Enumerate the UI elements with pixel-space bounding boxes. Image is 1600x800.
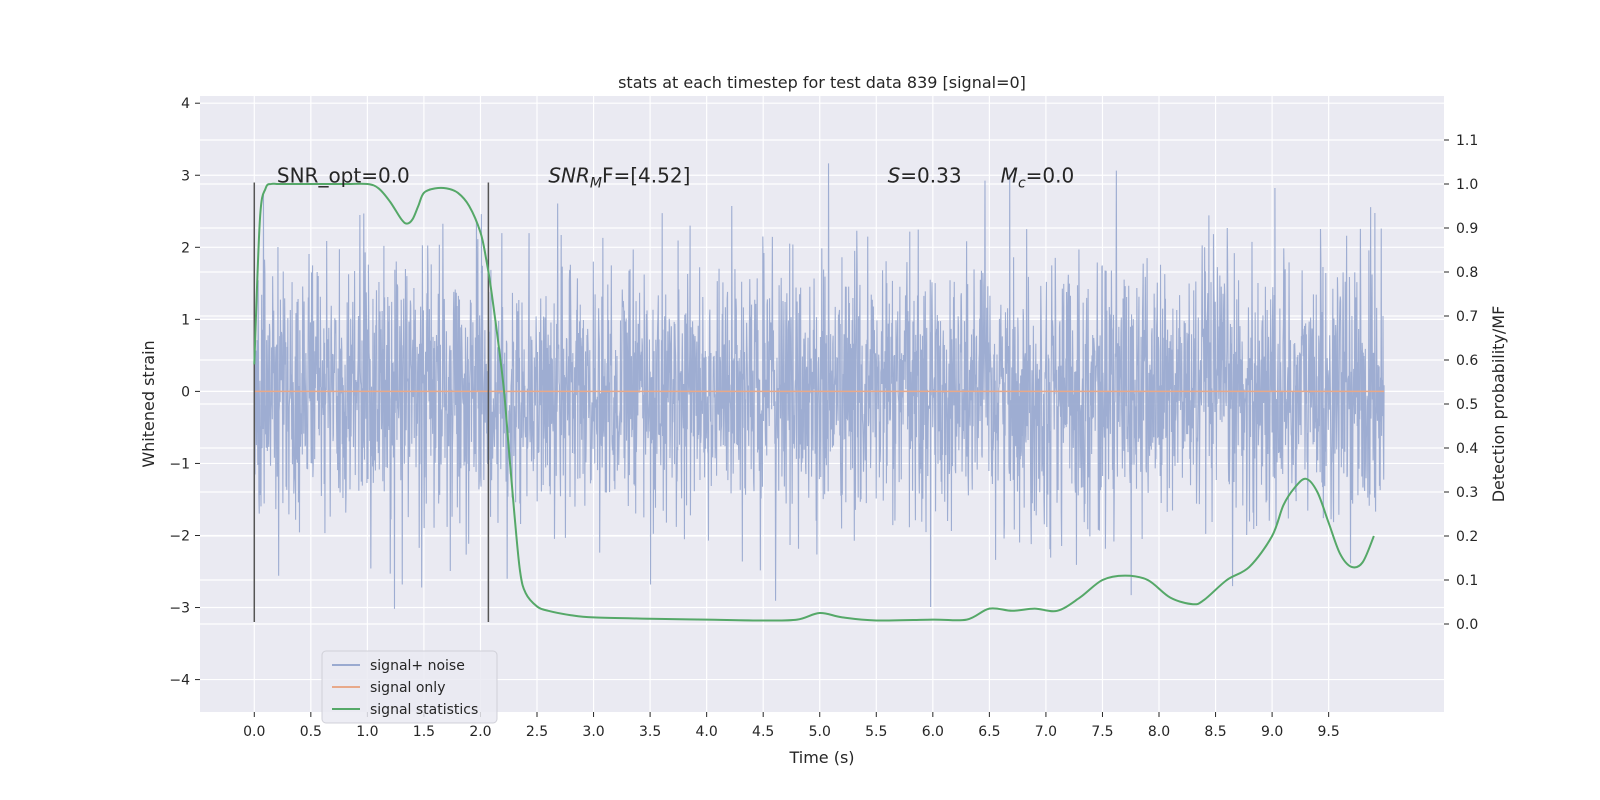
legend-entry: signal+ noise xyxy=(370,658,465,674)
legend: signal+ noise signal only signal statistic… xyxy=(321,650,498,724)
x-tick-label: 6.0 xyxy=(922,724,944,740)
x-tick-label: 4.0 xyxy=(696,724,718,740)
x-tick-label: 3.5 xyxy=(639,724,661,740)
y2-tick-label: 1.1 xyxy=(1456,133,1478,149)
y2-tick-label: 0.8 xyxy=(1456,265,1478,281)
y-tick-label: 0 xyxy=(181,384,190,400)
x-tick-label: 2.5 xyxy=(526,724,548,740)
x-tick-label: 8.5 xyxy=(1204,724,1226,740)
legend-entry: signal only xyxy=(370,680,445,696)
chart-title: stats at each timestep for test data 839… xyxy=(618,73,1026,92)
x-tick-label: 7.0 xyxy=(1035,724,1057,740)
x-tick-label: 2.0 xyxy=(469,724,491,740)
y-tick-label: −4 xyxy=(169,673,190,689)
signal-noise-line xyxy=(253,163,1385,609)
x-tick-label: 4.5 xyxy=(752,724,774,740)
y-tick-label: 1 xyxy=(181,312,190,328)
x-tick-label: 0.5 xyxy=(300,724,322,740)
y2-tick-label: 0.3 xyxy=(1456,485,1478,501)
y-tick-label: −1 xyxy=(169,456,190,472)
y2-tick-label: 0.4 xyxy=(1456,441,1478,457)
x-tick-label: 7.5 xyxy=(1091,724,1113,740)
x-tick-label: 5.5 xyxy=(865,724,887,740)
signal-statistics-line xyxy=(253,182,1375,622)
y2-axis-title: Detection probability/MF xyxy=(1489,306,1508,503)
x-tick-label: 1.0 xyxy=(356,724,378,740)
series-signal-statistics xyxy=(253,182,1375,622)
y-axis-title: Whitened strain xyxy=(139,340,158,467)
x-tick-label: 6.5 xyxy=(978,724,1000,740)
y2-tick-label: 0.2 xyxy=(1456,529,1478,545)
y-tick-label: 3 xyxy=(181,168,190,184)
y2-tick-label: 0.1 xyxy=(1456,573,1478,589)
y-tick-label: −3 xyxy=(169,601,190,617)
y-tick-label: 4 xyxy=(181,96,190,112)
y-tick-label: −2 xyxy=(169,528,190,544)
y2-tick-label: 0.6 xyxy=(1456,353,1478,369)
annotation-text: SNRMF=[4.52] xyxy=(548,163,690,191)
x-tick-label: 0.0 xyxy=(243,724,265,740)
annotations: SNR_opt=0.0 SNRMF=[4.52] S=0.33 Mc=0.0 xyxy=(277,163,1074,191)
x-tick-label: 5.0 xyxy=(809,724,831,740)
y2-tick-label: 0.5 xyxy=(1456,397,1478,413)
legend-box xyxy=(321,650,498,724)
x-tick-label: 9.0 xyxy=(1261,724,1283,740)
x-tick-label: 1.5 xyxy=(413,724,435,740)
legend-entry: signal statistics xyxy=(370,702,478,718)
x-tick-label: 8.0 xyxy=(1148,724,1170,740)
y2-tick-label: 0.7 xyxy=(1456,309,1478,325)
annotation-text: S=0.33 xyxy=(888,163,962,187)
x-axis-title: Time (s) xyxy=(788,748,854,767)
series-signal-noise xyxy=(253,163,1385,609)
annotation-text: Mc=0.0 xyxy=(1001,163,1075,191)
x-tick-label: 9.5 xyxy=(1318,724,1340,740)
y2-tick-label: 0.0 xyxy=(1456,617,1478,633)
annotation-text: SNR_opt=0.0 xyxy=(277,163,410,187)
y-tick-label: 2 xyxy=(181,240,190,256)
vertical-markers xyxy=(253,182,490,622)
y2-tick-label: 1.0 xyxy=(1456,177,1478,193)
y2-tick-label: 0.9 xyxy=(1456,221,1478,237)
ticks: 0.0 0.5 1.0 1.5 2.0 2.5 3.0 3.5 4.0 4.5 5.0 5.5 6.0 6… xyxy=(169,96,1478,740)
x-tick-label: 3.0 xyxy=(582,724,604,740)
